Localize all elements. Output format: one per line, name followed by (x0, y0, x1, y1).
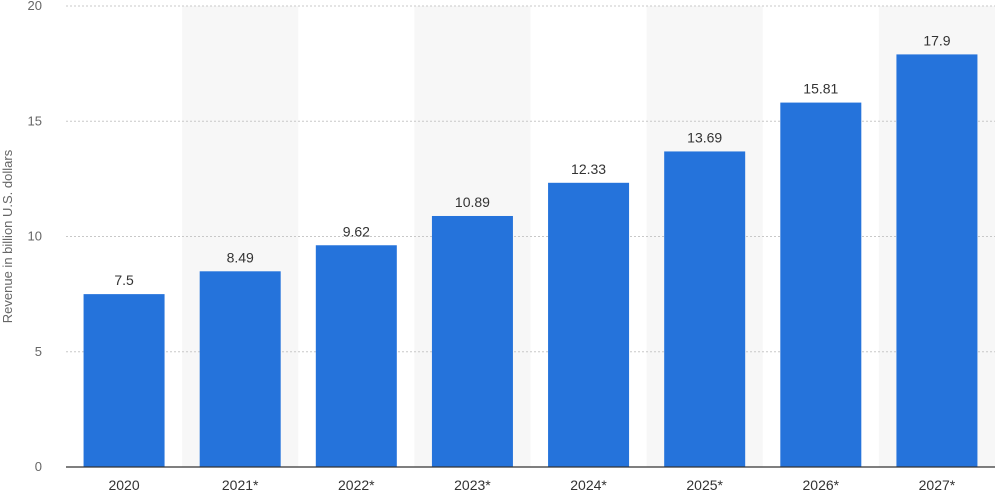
value-label: 15.81 (803, 81, 838, 97)
x-tick-label: 2021* (222, 477, 259, 493)
value-label: 13.69 (687, 129, 722, 145)
value-label: 8.49 (227, 249, 254, 265)
bars (83, 54, 978, 467)
bar (431, 215, 513, 467)
y-tick-label: 0 (35, 459, 42, 474)
bar (83, 294, 165, 467)
bar (780, 102, 862, 467)
x-tick-label: 2026* (803, 477, 840, 493)
x-tick-label: 2027* (919, 477, 956, 493)
y-tick-label: 15 (28, 113, 42, 128)
gridlines (66, 5, 995, 353)
value-label: 7.5 (114, 272, 134, 288)
value-label: 17.9 (923, 32, 950, 48)
value-label: 10.89 (455, 194, 490, 210)
x-tick-label: 2025* (686, 477, 723, 493)
y-tick-label: 10 (28, 229, 42, 244)
x-tick-label: 2023* (454, 477, 491, 493)
value-labels: 7.5 8.49 9.62 10.89 12.33 13.69 15.81 17.9 (114, 32, 950, 288)
y-tick-label: 5 (35, 344, 42, 359)
y-axis-ticks: 0 5 10 15 20 (28, 0, 42, 474)
x-tick-label: 2022* (338, 477, 375, 493)
x-axis-ticks: 2020 2021* 2022* 2023* 2024* 2025* 2026* 2027* (108, 477, 955, 493)
bar (199, 271, 281, 467)
value-label: 12.33 (571, 161, 606, 177)
bar (315, 245, 397, 467)
value-label: 9.62 (343, 223, 370, 239)
y-tick-label: 20 (28, 0, 42, 13)
y-axis-title: Revenue in billion U.S. dollars (0, 149, 15, 323)
bar (548, 182, 630, 467)
bar (664, 151, 746, 467)
bar (896, 54, 978, 467)
x-tick-label: 2024* (570, 477, 607, 493)
x-tick-label: 2020 (108, 477, 139, 493)
